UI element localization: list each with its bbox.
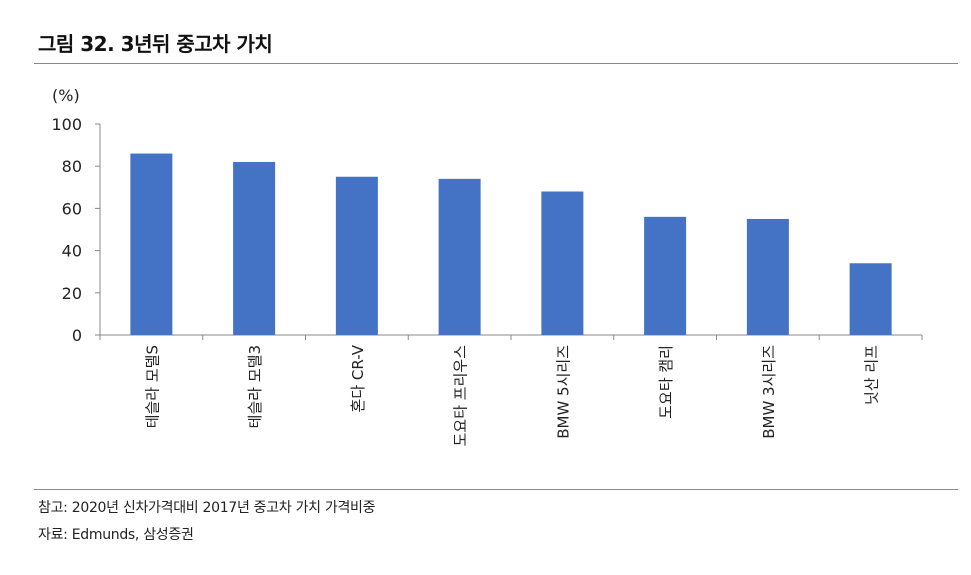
figure-title: 그림 32. 3년뒤 중고차 가치: [38, 32, 273, 56]
bar-8: [849, 263, 892, 335]
x-tick-label: BMW 5시리즈: [554, 345, 572, 439]
x-tick-label: 도요타 캠리: [657, 345, 675, 419]
bar-4: [438, 178, 481, 335]
bar-7: [746, 218, 789, 335]
y-tick-label: 80: [62, 157, 82, 176]
chart-note: 참고: 2020년 신차가격대비 2017년 중고차 가치 가격비중: [38, 500, 376, 516]
x-tick-label: 닛산 리프: [863, 345, 881, 405]
chart-source: 자료: Edmunds, 삼성증권: [38, 527, 194, 543]
bar-2: [233, 161, 276, 335]
y-tick-label: 20: [62, 284, 82, 303]
bar-6: [644, 216, 687, 335]
bar-1: [130, 153, 173, 335]
x-tick-label: 혼다 CR-V: [349, 344, 367, 412]
x-tick-label: 도요타 프리우스: [452, 345, 470, 447]
bar-5: [541, 191, 584, 335]
y-axis-label: (%): [52, 86, 80, 105]
bar-3: [335, 176, 378, 335]
x-tick-label: BMW 3시리즈: [760, 345, 778, 439]
footer-divider: [34, 489, 958, 490]
y-tick-label: 60: [62, 199, 82, 218]
title-divider: [34, 63, 958, 64]
y-tick-label: 40: [62, 242, 82, 261]
y-tick-label: 0: [72, 326, 82, 345]
x-tick-label: 테슬라 모델3: [246, 345, 264, 428]
x-tick-label: 테슬라 모델S: [143, 345, 161, 428]
y-tick-label: 100: [51, 115, 82, 134]
